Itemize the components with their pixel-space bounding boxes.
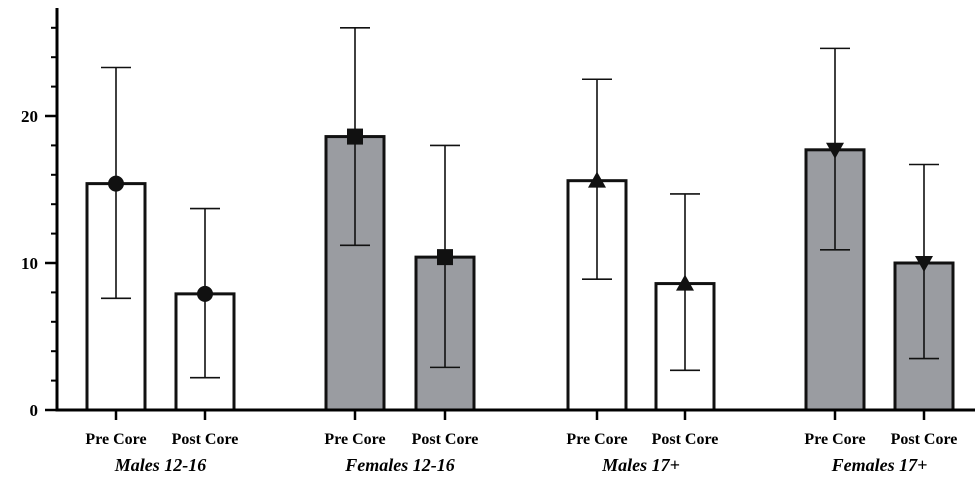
- marker-2-0: [588, 171, 606, 188]
- marker-0-0: [108, 175, 124, 192]
- category-label-2-1: Post Core: [652, 431, 719, 448]
- category-label-0-1: Post Core: [172, 431, 239, 448]
- group-label-3: Females 17+: [831, 455, 928, 475]
- marker-1-1: [437, 249, 453, 266]
- y-tick-label-0: 0: [30, 401, 39, 420]
- labels-layer: Pre Core Post Core Males 12-16 Pre Core Post…: [21, 107, 957, 475]
- y-tick-label-10: 10: [21, 254, 38, 273]
- category-label-0-0: Pre Core: [85, 431, 146, 448]
- group-label-1: Females 12-16: [344, 455, 455, 475]
- marker-1-0: [347, 128, 363, 145]
- marker-2-1: [676, 274, 694, 291]
- marker-3-0: [826, 142, 844, 159]
- category-label-1-1: Post Core: [412, 431, 479, 448]
- category-label-2-0: Pre Core: [566, 431, 627, 448]
- axes-layer: [45, 8, 975, 420]
- marker-0-1: [197, 285, 213, 302]
- category-label-3-0: Pre Core: [804, 431, 865, 448]
- group-label-0: Males 12-16: [114, 455, 207, 475]
- category-label-3-1: Post Core: [891, 431, 958, 448]
- y-tick-label-20: 20: [21, 107, 38, 126]
- group-label-2: Males 17+: [601, 455, 680, 475]
- marker-3-1: [915, 256, 933, 272]
- category-label-1-0: Pre Core: [324, 431, 385, 448]
- bars-layer: [85, 26, 955, 412]
